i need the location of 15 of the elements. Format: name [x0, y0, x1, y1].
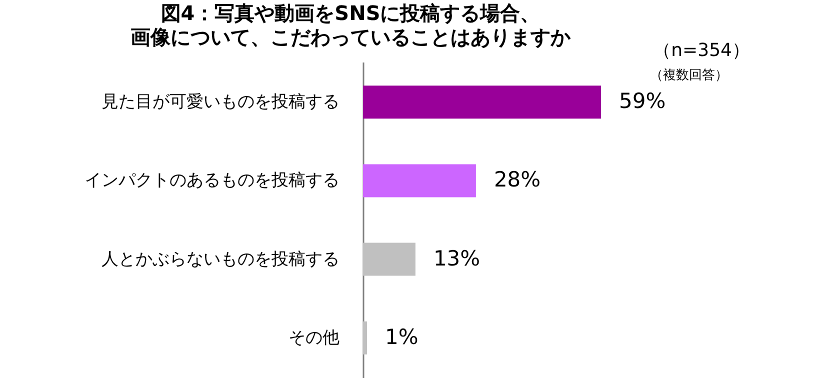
y-tick-label: 人とかぶらないものを投稿する [102, 249, 340, 270]
bar [363, 86, 601, 119]
bar [363, 242, 416, 276]
data-label: 28% [494, 168, 541, 192]
chart-title: 図4：写真や動画をSNSに投稿する場合、画像について、こだわっていることはありますか [130, 1, 572, 49]
text: （n=354） [653, 39, 750, 62]
data-label: 13% [433, 246, 480, 270]
data-label: 1% [385, 324, 418, 349]
y-tick-label: 見た目が可愛いものを投稿する [102, 92, 340, 112]
text: （複数回答） [650, 67, 728, 84]
bar [363, 321, 368, 354]
y-tick-label: その他 [288, 328, 340, 348]
data-label: 59% [619, 89, 666, 114]
bar [363, 164, 476, 198]
y-tick-label: インパクトのあるものを投稿する [84, 170, 340, 191]
